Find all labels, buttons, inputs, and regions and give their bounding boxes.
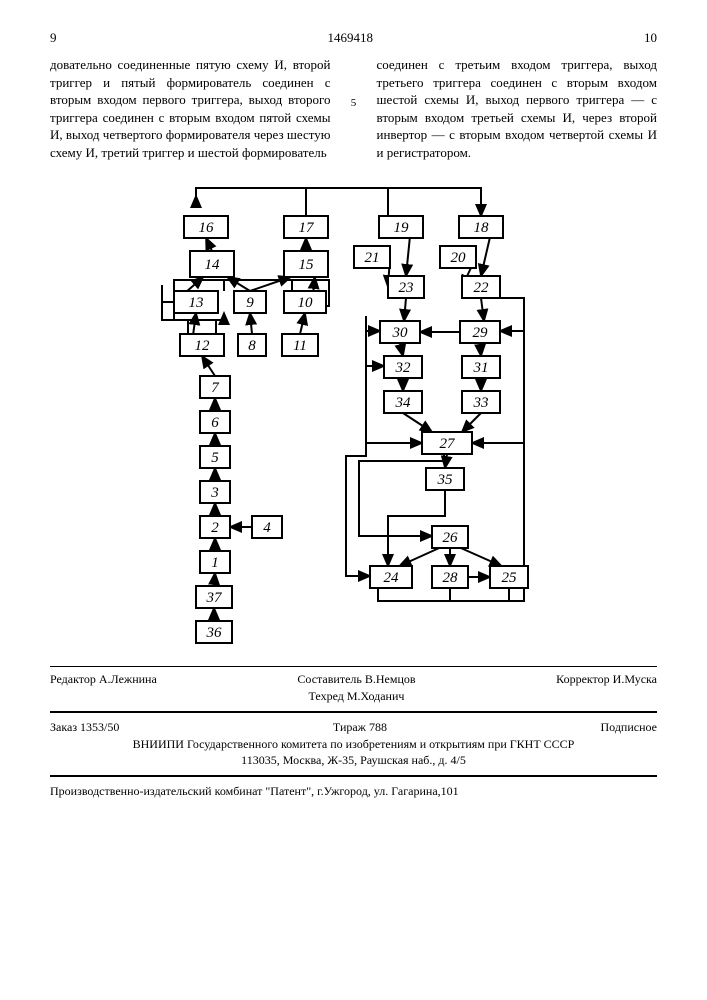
right-column: соединен с третьим входом триггера, выхо… xyxy=(377,56,658,161)
block-label-28: 28 xyxy=(442,570,458,586)
block-label-1: 1 xyxy=(211,555,219,571)
diagram-svg: 1617191814152120232213910302912811323173… xyxy=(144,176,564,651)
editor: Редактор А.Лежнина xyxy=(50,671,157,705)
block-label-3: 3 xyxy=(210,485,219,501)
block-label-2: 2 xyxy=(211,520,219,536)
block-label-22: 22 xyxy=(473,280,489,296)
page-num-left: 9 xyxy=(50,30,57,46)
block-label-23: 23 xyxy=(398,280,413,296)
block-label-32: 32 xyxy=(394,360,411,376)
block-label-6: 6 xyxy=(211,415,219,431)
publisher-line: Производственно-издательский комбинат "П… xyxy=(50,783,657,800)
page-num-right: 10 xyxy=(644,30,657,46)
block-label-17: 17 xyxy=(298,220,315,236)
block-label-31: 31 xyxy=(472,360,488,376)
block-label-37: 37 xyxy=(205,590,223,606)
block-label-9: 9 xyxy=(246,295,254,311)
block-label-21: 21 xyxy=(364,250,379,266)
block-label-29: 29 xyxy=(472,325,488,341)
podpisnoe: Подписное xyxy=(601,719,658,736)
block-label-30: 30 xyxy=(391,325,408,341)
document-number: 1469418 xyxy=(328,30,374,46)
block-label-14: 14 xyxy=(204,257,220,273)
corrector: Корректор И.Муска xyxy=(556,671,657,705)
address-line: 113035, Москва, Ж-35, Раушская наб., д. … xyxy=(50,752,657,769)
line-marker: 5 xyxy=(349,56,359,161)
text-columns: довательно соединенные пятую схему И, вт… xyxy=(50,56,657,161)
block-label-25: 25 xyxy=(501,570,517,586)
block-label-35: 35 xyxy=(436,472,453,488)
block-label-36: 36 xyxy=(205,625,222,641)
block-label-15: 15 xyxy=(298,257,314,273)
block-label-18: 18 xyxy=(473,220,489,236)
block-label-11: 11 xyxy=(293,338,307,354)
block-label-24: 24 xyxy=(383,570,399,586)
block-diagram: 1617191814152120232213910302912811323173… xyxy=(50,176,657,651)
compiler-techred: Составитель В.Немцов Техред М.Ходанич xyxy=(297,671,415,705)
org-line: ВНИИПИ Государственного комитета по изоб… xyxy=(50,736,657,753)
tirazh: Тираж 788 xyxy=(333,719,387,736)
footer: Редактор А.Лежнина Составитель В.Немцов … xyxy=(50,666,657,800)
block-label-26: 26 xyxy=(442,530,458,546)
block-label-10: 10 xyxy=(297,295,313,311)
block-label-12: 12 xyxy=(194,338,210,354)
page-header: 9 1469418 10 xyxy=(50,30,657,46)
block-label-27: 27 xyxy=(439,436,456,452)
block-label-19: 19 xyxy=(393,220,409,236)
block-label-13: 13 xyxy=(188,295,203,311)
block-label-16: 16 xyxy=(198,220,214,236)
order-no: Заказ 1353/50 xyxy=(50,719,119,736)
page: 9 1469418 10 довательно соединенные пяту… xyxy=(0,0,707,820)
left-column: довательно соединенные пятую схему И, вт… xyxy=(50,56,331,161)
block-label-8: 8 xyxy=(248,338,256,354)
block-label-5: 5 xyxy=(211,450,219,466)
block-label-33: 33 xyxy=(472,395,488,411)
order-line: Заказ 1353/50 Тираж 788 Подписное xyxy=(50,719,657,736)
block-label-20: 20 xyxy=(450,250,466,266)
block-label-34: 34 xyxy=(394,395,411,411)
block-label-4: 4 xyxy=(263,520,271,536)
credits-row: Редактор А.Лежнина Составитель В.Немцов … xyxy=(50,671,657,705)
